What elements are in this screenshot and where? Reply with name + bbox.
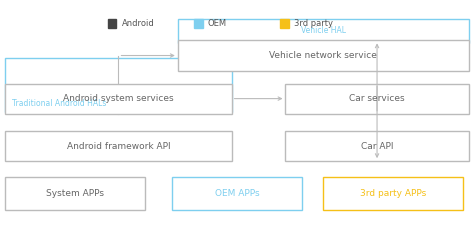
Text: Android system services: Android system services [63, 94, 174, 103]
Bar [178, 40, 469, 71]
Bar [178, 19, 469, 42]
Bar [285, 84, 469, 114]
Text: Car API: Car API [361, 142, 393, 151]
Text: Android: Android [122, 19, 155, 28]
Bar [280, 19, 289, 28]
Text: System APPs: System APPs [46, 189, 104, 198]
Text: 3rd party: 3rd party [294, 19, 333, 28]
Text: OEM: OEM [208, 19, 227, 28]
Bar [323, 177, 463, 210]
Bar [5, 177, 146, 210]
Bar [5, 58, 232, 112]
Text: Android framework API: Android framework API [67, 142, 170, 151]
Text: 3rd party APPs: 3rd party APPs [360, 189, 426, 198]
Bar [285, 131, 469, 161]
Text: Vehicle network service: Vehicle network service [269, 51, 377, 60]
Bar [173, 177, 301, 210]
Text: OEM APPs: OEM APPs [215, 189, 259, 198]
Bar [5, 131, 232, 161]
Text: Traditional Android HALs: Traditional Android HALs [12, 99, 106, 108]
Bar [5, 84, 232, 114]
Text: Vehicle HAL: Vehicle HAL [301, 26, 346, 35]
Text: Car services: Car services [349, 94, 405, 103]
Bar [194, 19, 202, 28]
Bar [108, 19, 116, 28]
